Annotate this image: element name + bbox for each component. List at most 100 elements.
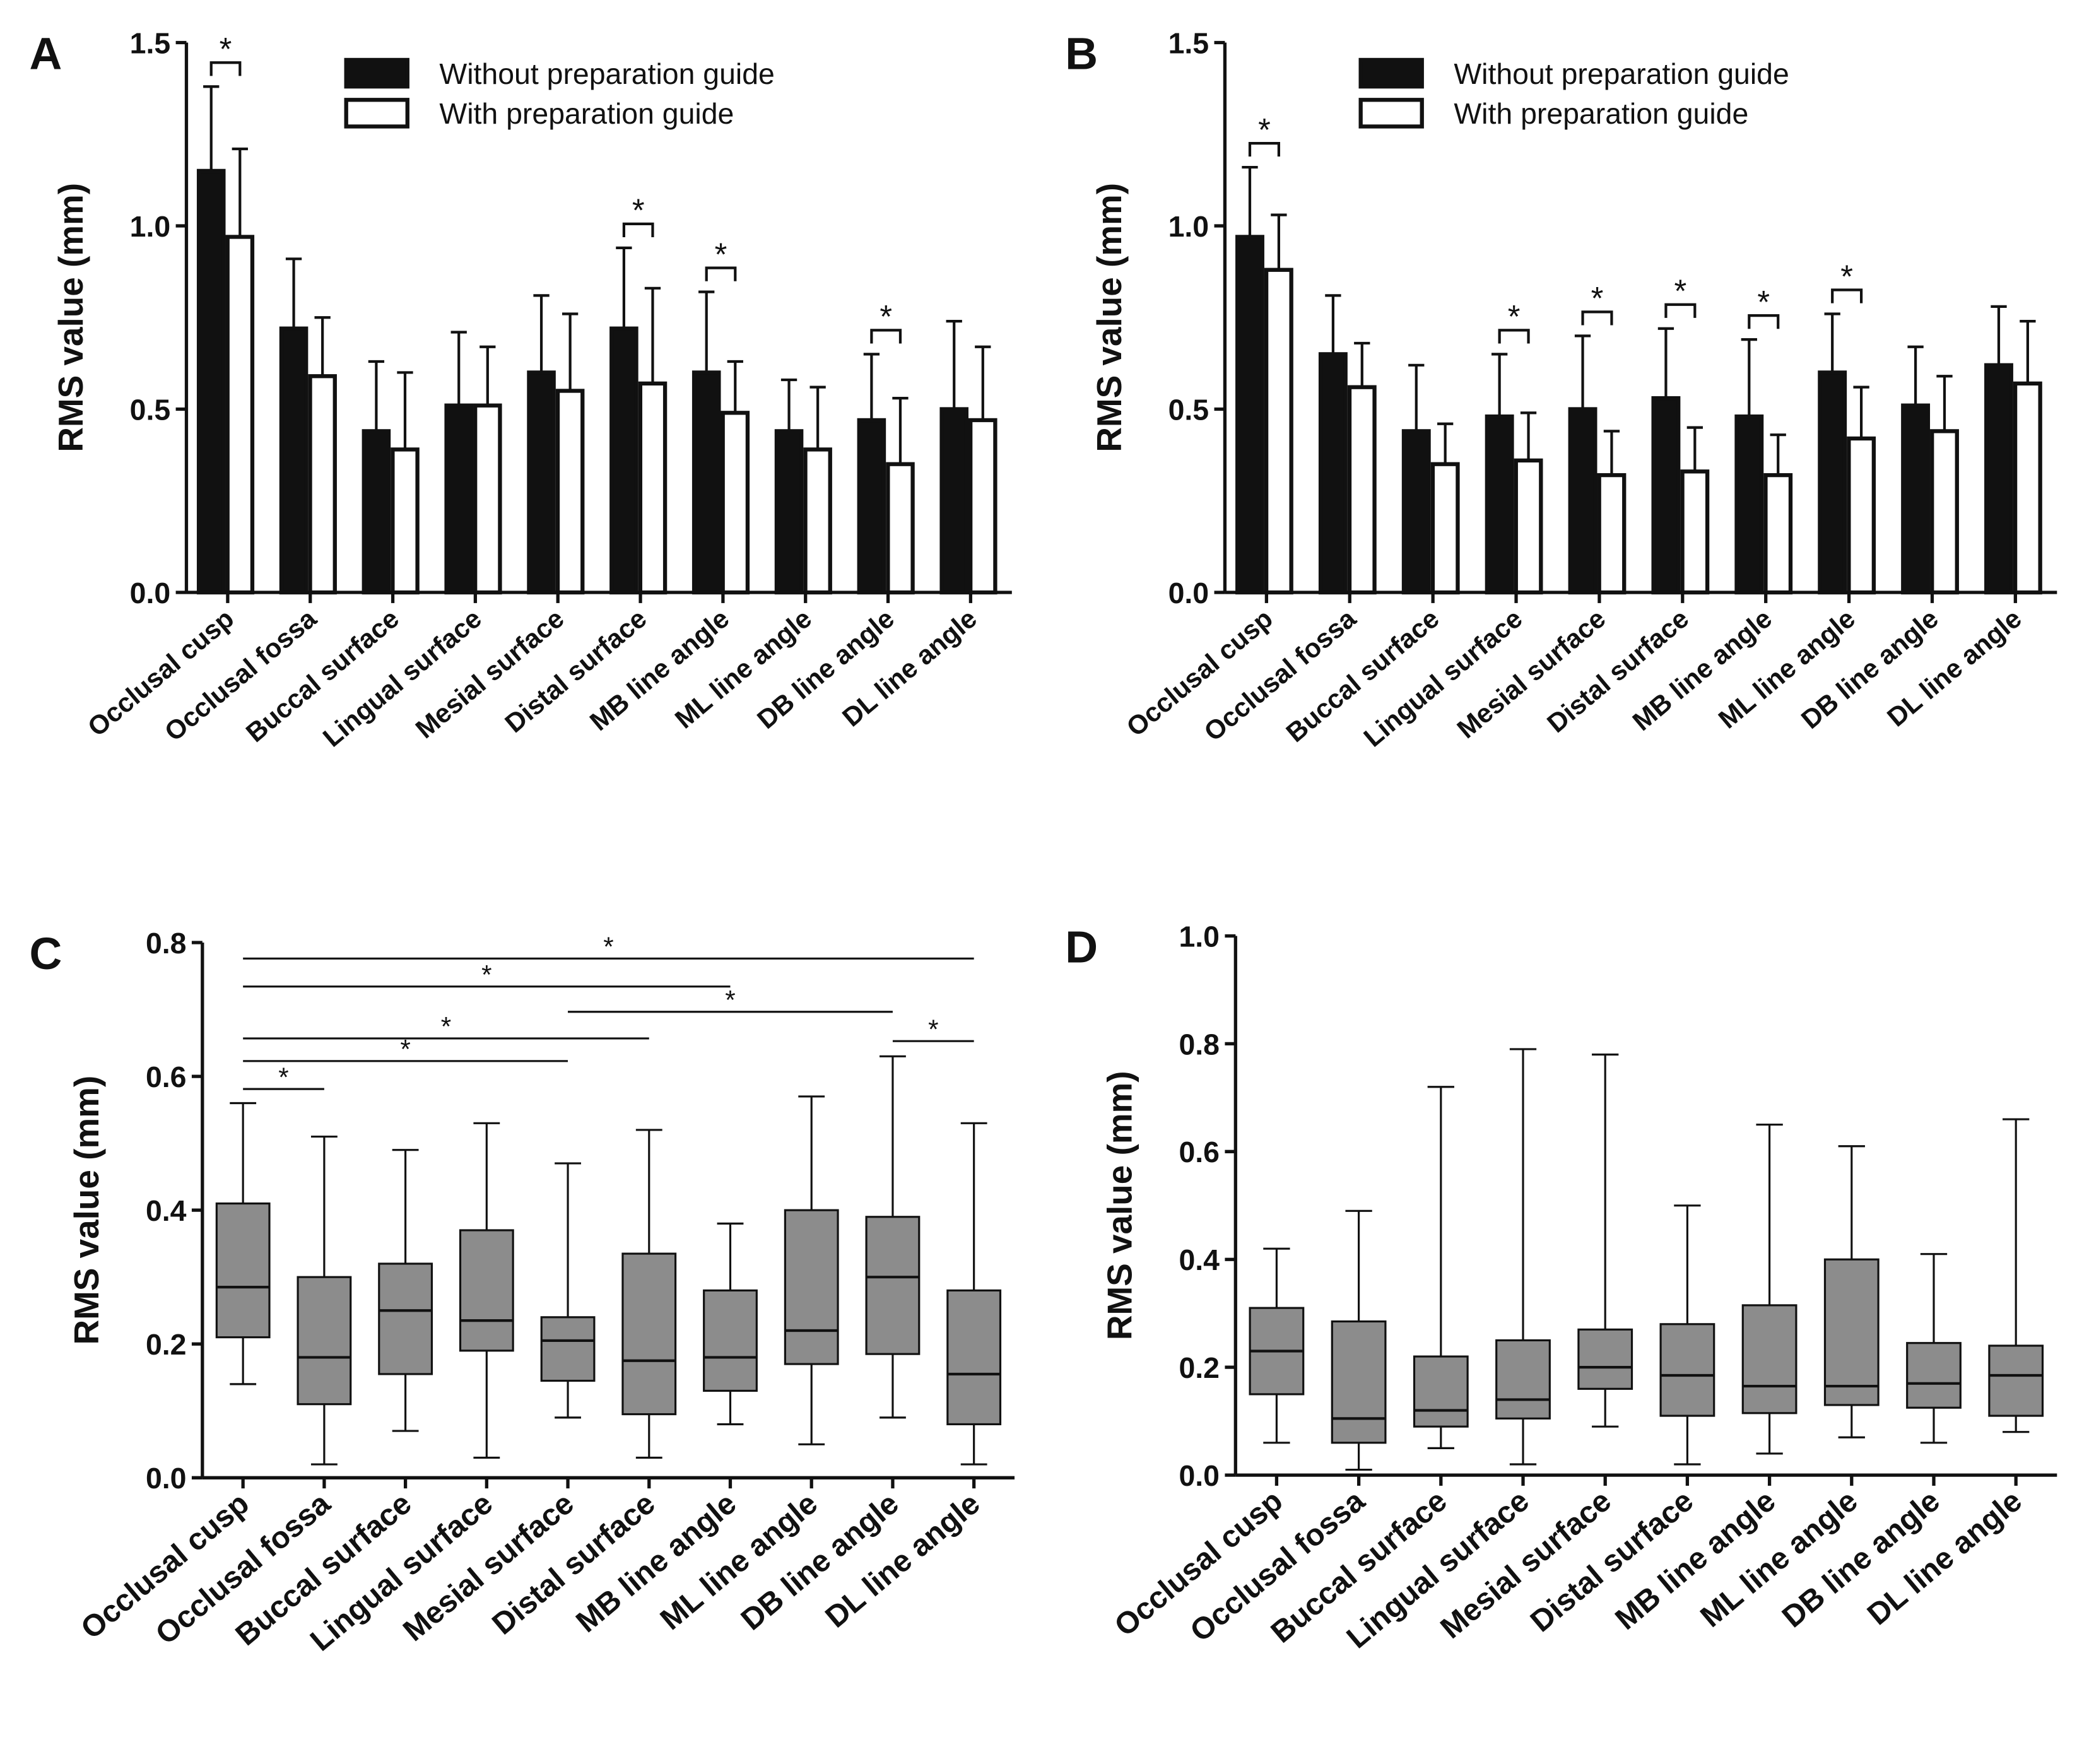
bar [225,235,255,595]
y-tick-label: 0.5 [130,393,171,426]
x-tick-label: Mesial surface [1451,603,1611,744]
bar [1264,268,1293,595]
box [1495,1339,1551,1420]
x-tick-label: MB line angle [1627,603,1778,736]
box [459,1229,514,1352]
significance-bracket [1748,314,1780,329]
y-axis-title: RMS value (mm) [1100,1071,1139,1340]
y-tick-label: 0.6 [1179,1136,1220,1168]
significance-bracket [1581,310,1613,326]
bar [691,370,721,595]
bar [803,447,832,595]
bar [391,447,420,595]
legend-label: With preparation guide [439,97,734,130]
x-tick-label: MB line angle [584,603,735,736]
y-tick-label: 0.0 [1168,577,1209,609]
y-axis-title: RMS value (mm) [51,183,90,452]
legend-swatch [344,57,409,89]
y-tick-label: 1.0 [1179,920,1220,953]
bar [2013,381,2042,595]
bar [638,381,668,595]
x-tick-label: Occlusal cusp [1121,603,1278,742]
legend-label: Without preparation guide [1454,57,1789,90]
y-tick-label: 0.2 [1179,1351,1220,1384]
bar [1763,473,1793,595]
box [1577,1328,1633,1390]
y-tick-label: 0.8 [1179,1028,1220,1061]
bar [527,370,556,595]
panel-label: B [1065,29,1098,79]
box [1906,1342,1962,1409]
significance-bracket [1831,288,1863,303]
y-axis-title: RMS value (mm) [1090,183,1129,452]
y-tick-label: 1.0 [1168,210,1209,243]
significance-star: * [880,298,892,334]
bar [444,403,474,595]
bar [362,429,391,595]
bar [1930,429,1959,595]
bar [1318,352,1348,595]
panel-label: D [1065,922,1098,973]
significance-star: * [725,985,735,1015]
bar [857,418,886,595]
bar [968,418,997,595]
legend-swatch [344,98,409,129]
y-tick-label: 0.4 [1179,1244,1220,1276]
significance-star: * [1840,258,1853,294]
significance-star: * [220,31,232,67]
significance-bracket [1248,141,1280,157]
significance-star: * [603,932,613,961]
x-tick-label: Occlusal cusp [82,603,239,742]
bar [1818,370,1847,595]
y-tick-label: 0.2 [146,1328,187,1361]
panel-label: A [29,29,62,79]
y-tick-label: 1.5 [130,26,171,59]
y-tick-label: 0.8 [146,927,187,960]
bar [1235,235,1264,595]
legend-swatch [1358,57,1424,89]
x-tick-label: Distal surface [499,603,652,738]
box [621,1252,677,1416]
box [784,1209,839,1365]
bar [1847,436,1876,595]
bar [1401,429,1431,595]
significance-star: * [278,1062,288,1092]
significance-bracket [705,266,737,281]
y-tick-label: 0.6 [146,1061,187,1093]
y-tick-label: 0.4 [146,1194,187,1227]
bar [939,407,969,595]
bar [1651,396,1681,595]
bar [1514,458,1543,595]
bar [1984,363,2013,595]
bar [1597,473,1627,595]
bar [279,326,309,595]
significance-bracket [1664,303,1697,318]
y-tick-label: 1.5 [1168,26,1209,59]
y-tick-label: 1.0 [130,210,171,243]
significance-star: * [1258,112,1271,148]
box [540,1316,596,1382]
significance-star: * [441,1012,451,1042]
box [378,1262,433,1375]
bar [1568,407,1597,595]
legend-swatch [1358,98,1424,129]
box [1988,1344,2044,1417]
y-tick-label: 0.0 [130,577,171,609]
significance-star: * [1508,298,1521,334]
box [703,1289,758,1392]
box [1659,1323,1715,1417]
box [1741,1304,1798,1414]
significance-star: * [1674,273,1687,309]
legend-label: Without preparation guide [439,57,774,90]
bar [1680,469,1710,595]
box [865,1216,921,1355]
significance-star: * [1757,284,1770,320]
box [215,1202,271,1339]
bar [721,411,750,595]
bar [473,403,502,595]
bar [1734,414,1764,595]
significance-star: * [481,960,491,989]
bar [1485,414,1514,595]
